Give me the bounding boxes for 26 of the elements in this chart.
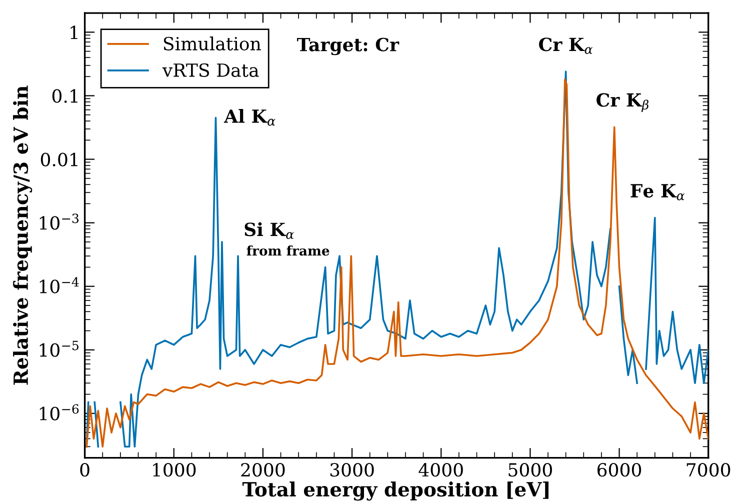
x-tick-label: 7000 (686, 463, 730, 477)
x-tick-label: 2000 (241, 463, 285, 477)
x-axis-title: Total energy deposition [eV] (242, 482, 548, 501)
y-tick-label: 10$^{−3}$ (40, 214, 79, 230)
x-tick-label: 6000 (597, 463, 642, 477)
x-tick-label: 1000 (153, 463, 196, 477)
x-tick-label: 3000 (330, 463, 374, 477)
y-tick-label: 10$^{−5}$ (40, 340, 78, 357)
legend-label: Simulation (164, 36, 261, 50)
x-tick-label: 0 (80, 463, 90, 477)
legend-label: vRTS Data (162, 63, 259, 78)
annotation: Cr K$_{α}$ (539, 38, 593, 54)
annotation: Fe K$_{α}$ (630, 184, 685, 200)
annotation: from frame (246, 245, 330, 256)
annotation: Si K$_{α}$ (244, 222, 294, 239)
y-tick-label: 0.1 (52, 89, 78, 103)
y-axis-title: Relative frequency/3 eV bin (13, 86, 32, 385)
x-tick-label: 5000 (508, 463, 552, 477)
y-tick-label: 10$^{−4}$ (40, 277, 79, 294)
x-tick-label: 4000 (418, 463, 463, 477)
y-tick-label: 1 (70, 26, 78, 40)
y-tick-label: 0.01 (40, 152, 78, 166)
annotation: Cr K$_{β}$ (596, 93, 649, 112)
y-tick-label: 10$^{−6}$ (40, 404, 79, 420)
annotation: Target: Cr (297, 38, 400, 56)
annotation: Al K$_{α}$ (224, 109, 276, 126)
